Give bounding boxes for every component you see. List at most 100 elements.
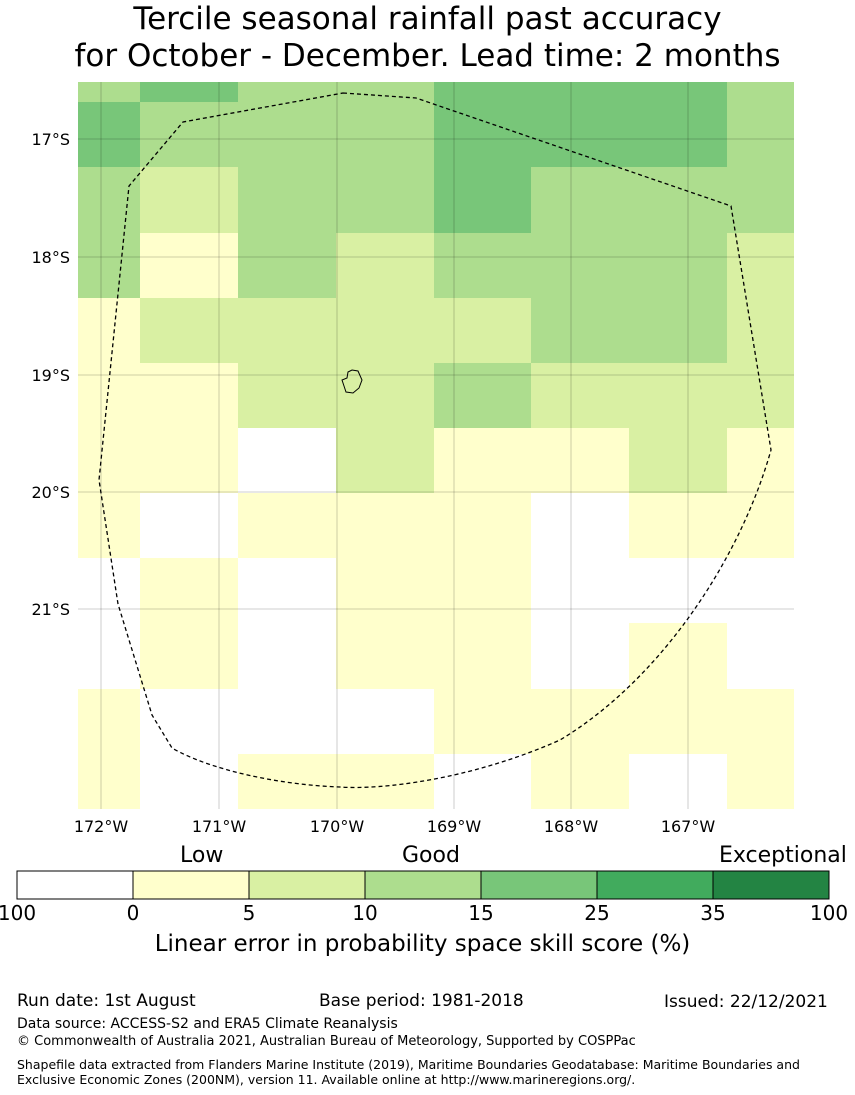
- grid-cell: [629, 493, 727, 558]
- grid-cell: [140, 167, 238, 233]
- grid-cell: [78, 754, 140, 809]
- colorbar-tick: 25: [584, 901, 610, 925]
- grid-cell: [434, 102, 531, 167]
- grid-cell: [238, 298, 336, 363]
- grid-cell: [531, 298, 629, 363]
- grid-cell: [434, 298, 531, 363]
- longitude-labels: 172°W 171°W 170°W 169°W 168°W 167°W: [74, 817, 716, 836]
- run-date: Run date: 1st August: [17, 991, 196, 1011]
- grid-cell: [531, 233, 629, 298]
- colorbar-tick: 10: [352, 901, 378, 925]
- grid-cell: [629, 689, 727, 754]
- longitude-label: 167°W: [661, 817, 716, 836]
- grid-cell: [238, 233, 336, 298]
- colorbar-tick: 100: [0, 901, 37, 925]
- skill-grid-cells: [78, 82, 794, 809]
- grid-cell: [434, 623, 531, 689]
- grid-cell: [629, 102, 727, 167]
- grid-cell: [629, 298, 727, 363]
- colorbar-tick: 35: [700, 901, 726, 925]
- base-period: Base period: 1981-2018: [319, 991, 524, 1011]
- grid-cell: [78, 363, 140, 428]
- longitude-label: 171°W: [192, 817, 247, 836]
- colorbar-box-35-100: [713, 871, 829, 899]
- grid-cell: [140, 363, 238, 428]
- grid-cell: [434, 82, 531, 102]
- issued-date: Issued: 22/12/2021: [664, 992, 828, 1012]
- grid-cell: [434, 689, 531, 754]
- grid-cell: [78, 428, 140, 493]
- colorbar-tick: 15: [468, 901, 494, 925]
- colorbar: [16, 870, 830, 900]
- grid-cell: [629, 623, 727, 689]
- grid-cell: [78, 689, 140, 754]
- grid-cell: [78, 298, 140, 363]
- map-title-line1: Tercile seasonal rainfall past accuracy: [133, 1, 722, 37]
- colorbar-tick: 0: [126, 901, 140, 925]
- grid-cell: [727, 233, 794, 298]
- colorbar-box-nodata: [17, 871, 133, 899]
- grid-cell: [531, 167, 629, 233]
- colorbar-box-5-10: [249, 871, 365, 899]
- data-source: Data source: ACCESS-S2 and ERA5 Climate …: [17, 1016, 398, 1032]
- colorbar-tick: 100: [809, 901, 849, 925]
- grid-cell: [434, 428, 531, 493]
- grid-cell: [78, 167, 140, 233]
- grid-cell: [336, 233, 434, 298]
- longitude-label: 170°W: [310, 817, 365, 836]
- grid-cell: [78, 82, 140, 102]
- grid-cell: [140, 558, 238, 623]
- longitude-label: 172°W: [74, 817, 129, 836]
- colorbar-box-25-35: [597, 871, 713, 899]
- grid-cell: [238, 493, 336, 558]
- grid-cell: [531, 82, 629, 102]
- grid-cell: [434, 493, 531, 558]
- latitude-label: 19°S: [31, 366, 70, 385]
- latitude-labels: 17°S 18°S 19°S 20°S 21°S: [31, 130, 70, 619]
- grid-cell: [78, 233, 140, 298]
- grid-cell: [336, 167, 434, 233]
- grid-cell: [336, 754, 434, 809]
- colorbar-tick: 5: [242, 901, 256, 925]
- grid-cell: [140, 623, 238, 689]
- eez-boundary: [98, 92, 772, 789]
- grid-cell: [531, 754, 629, 809]
- grid-cell: [238, 102, 336, 167]
- latitude-label: 17°S: [31, 130, 70, 149]
- shapefile-credit: Shapefile data extracted from Flanders M…: [17, 1057, 800, 1087]
- colorbar-label-low: Low: [180, 843, 224, 868]
- grid-cell: [238, 82, 336, 102]
- grid-cell: [336, 298, 434, 363]
- grid-cell: [238, 167, 336, 233]
- grid-cell: [727, 754, 794, 809]
- colorbar-label-exceptional: Exceptional: [719, 843, 847, 868]
- grid-cell: [336, 82, 434, 102]
- grid-cell: [727, 167, 794, 233]
- grid-cell: [336, 102, 434, 167]
- colorbar-title: Linear error in probability space skill …: [154, 931, 691, 957]
- colorbar-label-good: Good: [402, 843, 460, 868]
- grid-cell: [336, 558, 434, 623]
- grid-cell: [629, 428, 727, 493]
- grid-cell: [140, 102, 238, 167]
- latitude-label: 18°S: [31, 248, 70, 267]
- grid-cell: [629, 233, 727, 298]
- grid-cell: [727, 102, 794, 167]
- grid-cell: [727, 363, 794, 428]
- grid-cell: [727, 493, 794, 558]
- grid-cell: [727, 298, 794, 363]
- grid-cell: [531, 102, 629, 167]
- grid-cell: [531, 363, 629, 428]
- lat-lon-gridlines: [78, 82, 794, 809]
- grid-cell: [434, 558, 531, 623]
- grid-cell: [140, 82, 238, 102]
- colorbar-box-10-15: [365, 871, 481, 899]
- grid-cell: [629, 167, 727, 233]
- grid-cell: [140, 298, 238, 363]
- grid-cell: [531, 428, 629, 493]
- grid-cell: [78, 102, 140, 167]
- grid-cell: [629, 363, 727, 428]
- island-outline: [341, 369, 363, 394]
- map-title-line2: for October - December. Lead time: 2 mon…: [74, 38, 781, 74]
- grid-cell: [336, 493, 434, 558]
